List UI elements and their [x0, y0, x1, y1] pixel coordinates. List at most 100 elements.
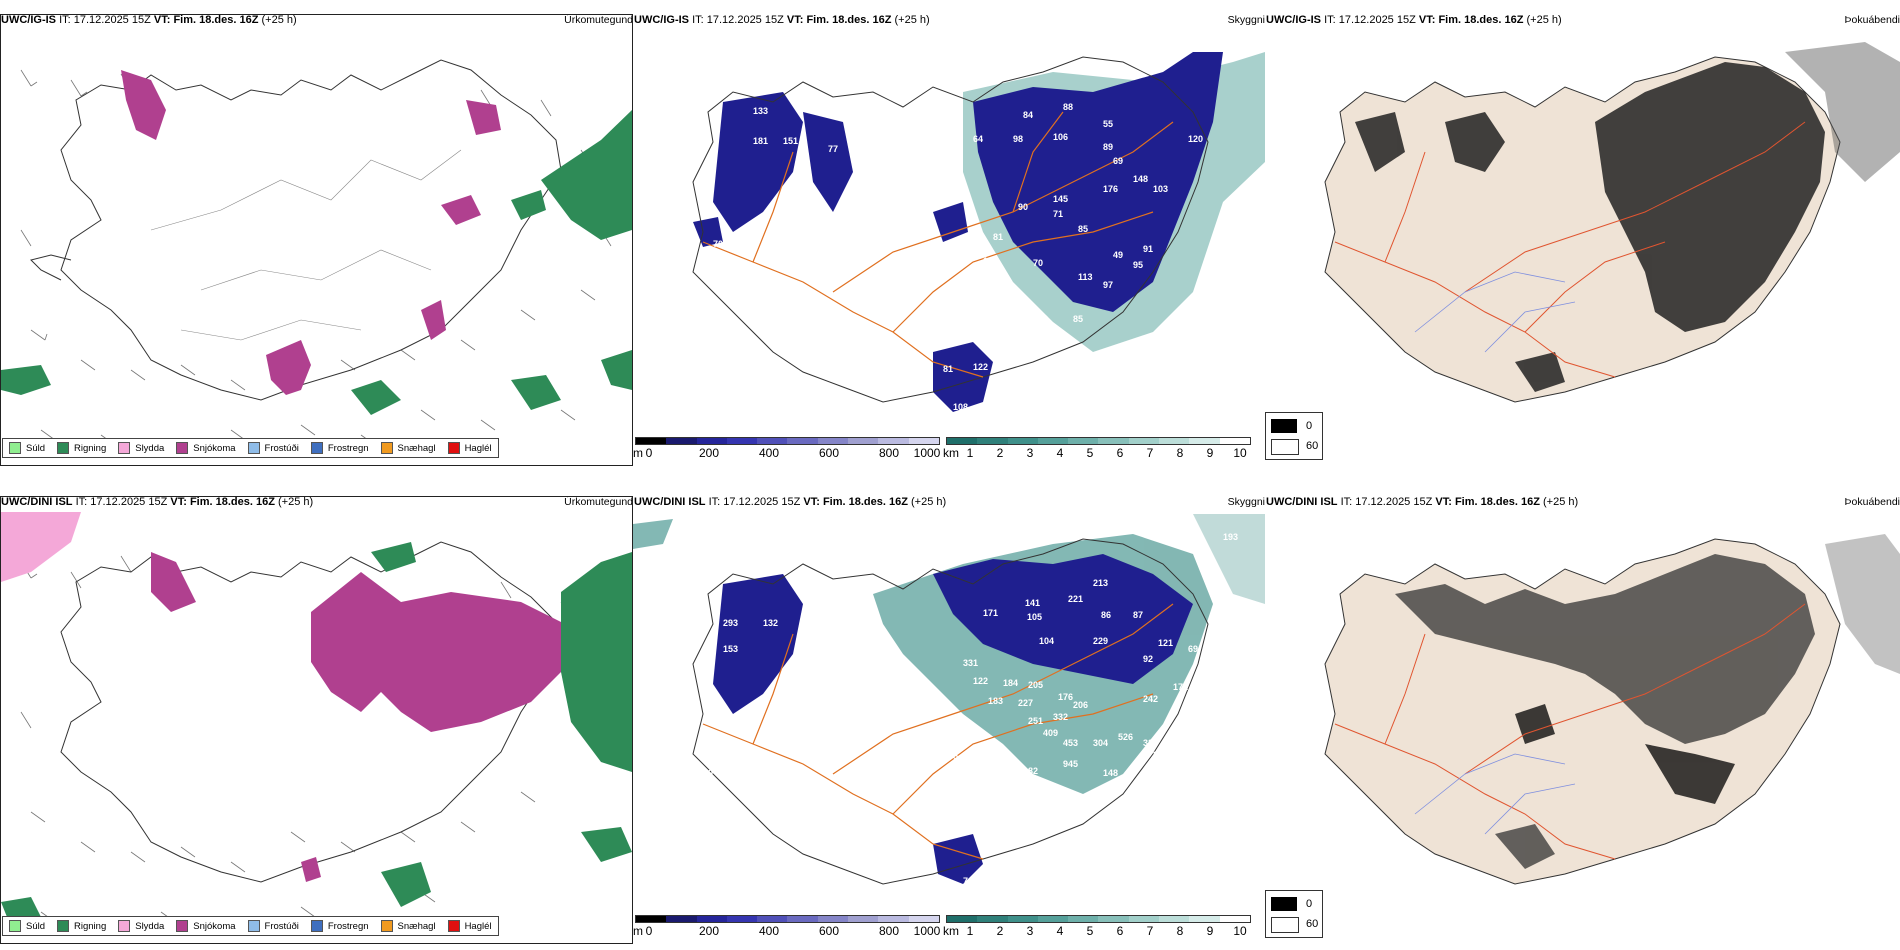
legend-item: Snæhagl	[380, 920, 436, 932]
visibility-cells	[946, 437, 1251, 445]
model-name: UWC/DINI ISL	[1, 496, 73, 508]
legend-item: Frostúði	[247, 442, 299, 454]
ceiling-value-label: 526	[1118, 732, 1133, 742]
it-value: 17.12.2025 15Z	[706, 14, 784, 26]
legend-swatch	[176, 920, 189, 932]
ceiling-value-label: 133	[753, 106, 768, 116]
legend-swatch	[380, 442, 393, 454]
vis-tick: 4	[1056, 446, 1064, 460]
panel-header: UWC/IG-IS IT: 17.12.2025 15Z VT: Fim. 18…	[1265, 14, 1900, 30]
ceiling-value-label: 176	[1058, 692, 1073, 702]
ceiling-value-label: 66	[743, 236, 753, 246]
ceiling-value-label: 206	[1073, 700, 1088, 710]
ceiling-value-label: 356	[1153, 750, 1168, 760]
ceiling-shading	[693, 52, 1223, 412]
panel-header: UWC/DINI ISL IT: 17.12.2025 15Z VT: Fim.…	[0, 496, 633, 512]
legend-swatch	[176, 442, 189, 454]
vt-value: Fim. 18.des. 16Z	[1438, 14, 1524, 26]
fog-panel-bottom: UWC/DINI ISL IT: 17.12.2025 15Z VT: Fim.…	[1265, 496, 1900, 944]
iceland-map	[1, 59, 632, 451]
vt-label: VT:	[153, 14, 171, 26]
fog-panel-top: UWC/IG-IS IT: 17.12.2025 15Z VT: Fim. 18…	[1265, 14, 1900, 466]
vt-label: VT:	[170, 496, 187, 508]
legend-label: Frostúði	[264, 920, 299, 932]
coastline	[692, 56, 1209, 403]
vis-tick: 5	[1086, 924, 1094, 938]
panel-header: UWC/DINI ISL IT: 17.12.2025 15Z VT: Fim.…	[633, 496, 1265, 512]
model-name: UWC/DINI ISL	[1266, 496, 1338, 508]
ceiling-value-label: 147	[1028, 796, 1043, 806]
ceiling-value-label: 229	[1093, 636, 1108, 646]
vt-value: Fim. 18.des. 16Z	[189, 496, 275, 508]
coastline	[692, 538, 1209, 885]
panel-title-precip: Úrkomutegund	[564, 496, 633, 508]
legend-item: Súld	[9, 442, 45, 454]
legend-item: Frostregn	[310, 442, 369, 454]
ceiling-cells	[635, 437, 940, 445]
it-value: 17.12.2025 15Z	[73, 14, 151, 26]
legend-swatch	[310, 442, 323, 454]
ceiling-tick: 1000	[913, 446, 941, 460]
fog-legend: 0 60	[1265, 412, 1323, 460]
ceiling-tick: 600	[818, 446, 840, 460]
visibility-panel-bottom: UWC/DINI ISL IT: 17.12.2025 15Z VT: Fim.…	[633, 496, 1265, 944]
ceiling-tick: 0	[645, 446, 653, 460]
fog-shading	[1355, 62, 1825, 392]
legend-item: Snjókoma	[176, 920, 236, 932]
ceiling-value-label: 122	[973, 676, 988, 686]
ceiling-value-label: 87	[803, 636, 813, 646]
panel-header: UWC/DINI ISL IT: 17.12.2025 15Z VT: Fim.…	[1265, 496, 1900, 512]
iceland-fog-map	[1324, 534, 1900, 885]
lead-time: (+25 h)	[894, 14, 930, 26]
fog-black-swatch	[1271, 419, 1297, 433]
fog-white-swatch	[1271, 439, 1299, 455]
ceiling-value-label: 171	[983, 608, 998, 618]
ceiling-value-label: 72	[1038, 314, 1048, 324]
ceiling-value-label: 122	[973, 362, 988, 372]
legend-item: Slydda	[118, 920, 164, 932]
fog-white-swatch	[1271, 917, 1299, 933]
ceiling-value-label: 153	[723, 644, 738, 654]
it-label: IT:	[692, 14, 704, 26]
legend-label: Snjókoma	[193, 442, 236, 454]
legend-label: Snjókoma	[193, 920, 236, 932]
ceiling-value-label: 106	[1053, 132, 1068, 142]
ceiling-tick: 0	[645, 924, 653, 938]
ceiling-value-label: 132	[763, 618, 778, 628]
ceiling-value-label: 86	[1101, 610, 1111, 620]
model-name: UWC/IG-IS	[1266, 14, 1321, 26]
precip-sleet	[1, 512, 81, 582]
legend-label: Rigning	[74, 442, 107, 454]
legend-swatch	[247, 920, 260, 932]
ceiling-unit: m	[633, 446, 643, 460]
model-name: UWC/IG-IS	[1, 14, 56, 26]
legend-swatch	[57, 920, 70, 932]
it-label: IT:	[59, 14, 71, 26]
ceiling-value-label: 331	[963, 658, 978, 668]
visibility-ticks: 1 2 3 4 5 6 7 8 9 10	[946, 446, 1251, 460]
ceiling-value-label: 221	[1068, 594, 1083, 604]
ceiling-tick: 800	[878, 924, 900, 938]
ceiling-ticks: 0 200 400 600 800 1000	[635, 924, 941, 938]
panel-title-visibility: Skyggni	[1227, 14, 1265, 26]
lead-time: (+25 h)	[911, 496, 947, 508]
precip-rain	[1, 542, 632, 927]
ceiling-tick: 800	[878, 446, 900, 460]
model-name: UWC/DINI ISL	[634, 496, 706, 508]
ceiling-value-label: 235	[833, 668, 848, 678]
ceiling-value-label: 181	[753, 136, 768, 146]
vis-tick: 9	[1206, 924, 1214, 938]
legend-swatch	[447, 442, 460, 454]
legend-swatch	[118, 920, 131, 932]
ceiling-tick: 600	[818, 924, 840, 938]
panel-title-fog: Þokuábendi	[1844, 496, 1900, 508]
ceiling-value-label: 77	[828, 144, 838, 154]
visibility-panel-top: UWC/IG-IS IT: 17.12.2025 15Z VT: Fim. 18…	[633, 14, 1265, 466]
iceland-visibility-map: 193 213 141 293 132 171 86 87 221 105 104 229 153 87 1…	[633, 514, 1265, 906]
ceiling-value-label: 69	[1113, 156, 1123, 166]
precip-snow	[121, 70, 501, 395]
legend-label: Snæhagl	[397, 920, 436, 932]
legend-label: Slydda	[135, 442, 165, 454]
ceiling-value-label: 104	[1039, 636, 1054, 646]
ceiling-value-label: 145	[1053, 194, 1068, 204]
